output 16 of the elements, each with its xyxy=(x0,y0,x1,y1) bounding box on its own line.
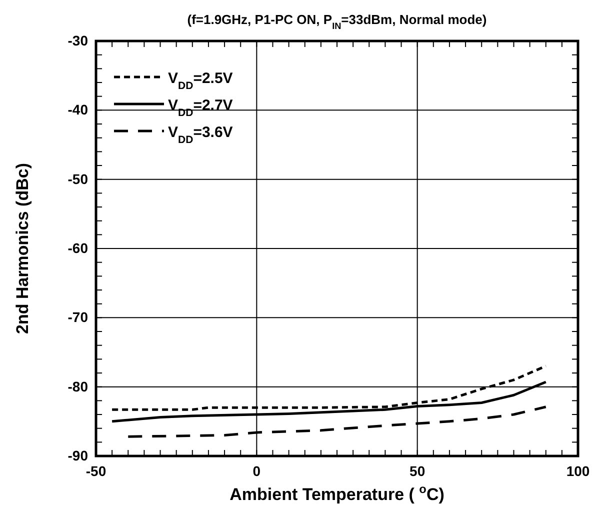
x-tick-label: 0 xyxy=(252,462,261,479)
legend-label: V$_{DD}$=2.5V xyxy=(168,70,233,92)
y-tick-label: -70 xyxy=(68,309,88,326)
y-tick-label: -50 xyxy=(68,170,88,187)
x-tick-label: 100 xyxy=(566,462,590,479)
legend-label: V$_{DD}$=3.6V xyxy=(168,124,233,146)
y-axis-title: 2nd Harmonics (dBc) xyxy=(13,163,32,334)
x-axis-title: Ambient Temperature ( $^{o}$C) xyxy=(230,482,444,504)
x-tick-label: -50 xyxy=(86,462,106,479)
y-tick-label: -80 xyxy=(68,378,88,394)
x-tick-label: 50 xyxy=(410,462,426,479)
y-tick-label: -30 xyxy=(68,32,88,48)
chart-title: (f=1.9GHz, P1-PC ON, P$_{IN}$=33dBm, Normal mode) xyxy=(187,12,487,31)
y-tick-label: -60 xyxy=(68,240,88,256)
y-tick-label: -90 xyxy=(68,447,88,464)
y-tick-label: -40 xyxy=(68,102,88,118)
